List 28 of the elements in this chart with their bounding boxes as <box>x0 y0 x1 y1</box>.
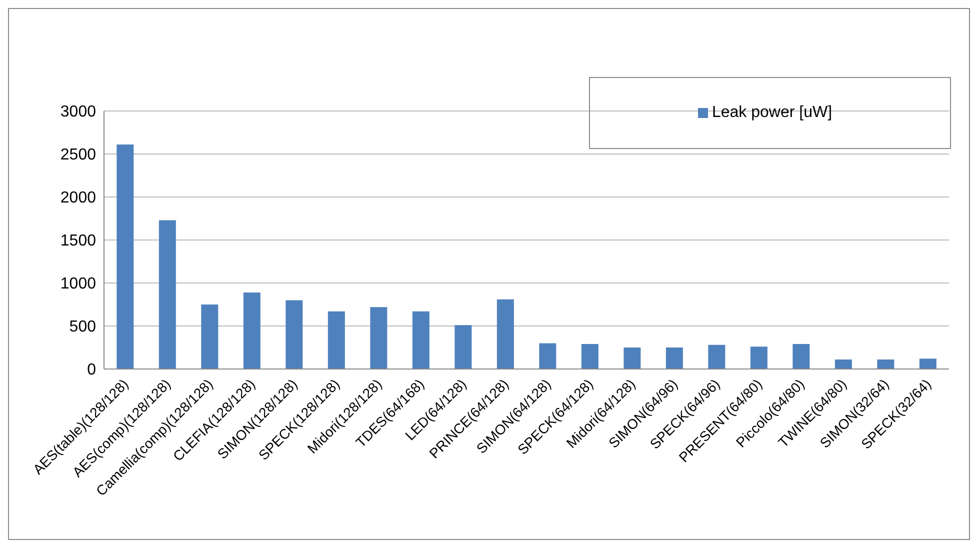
bar <box>158 220 176 369</box>
legend-label: Leak power [uW] <box>712 104 832 121</box>
bar <box>286 300 303 369</box>
bar <box>328 311 345 369</box>
y-tick-label: 1000 <box>60 276 96 293</box>
bar <box>201 304 218 369</box>
bar <box>370 307 388 369</box>
bar <box>539 343 556 369</box>
bar <box>412 311 430 369</box>
y-tick-label: 0 <box>87 362 96 379</box>
bar <box>116 144 134 369</box>
bar <box>666 348 683 369</box>
bar <box>496 299 514 369</box>
y-tick-label: 2000 <box>60 190 96 207</box>
bar <box>750 346 768 369</box>
y-tick-label: 3000 <box>60 104 96 121</box>
bar <box>454 325 472 369</box>
bar <box>877 360 894 369</box>
bar <box>243 292 260 369</box>
bar <box>919 358 936 369</box>
bar <box>792 344 810 369</box>
bar <box>834 360 852 369</box>
bar <box>708 344 726 369</box>
y-tick-label: 2500 <box>60 146 96 164</box>
bar <box>624 348 641 369</box>
y-tick-label: 500 <box>69 318 96 336</box>
y-tick-label: 1500 <box>60 232 96 250</box>
bar <box>581 344 598 369</box>
